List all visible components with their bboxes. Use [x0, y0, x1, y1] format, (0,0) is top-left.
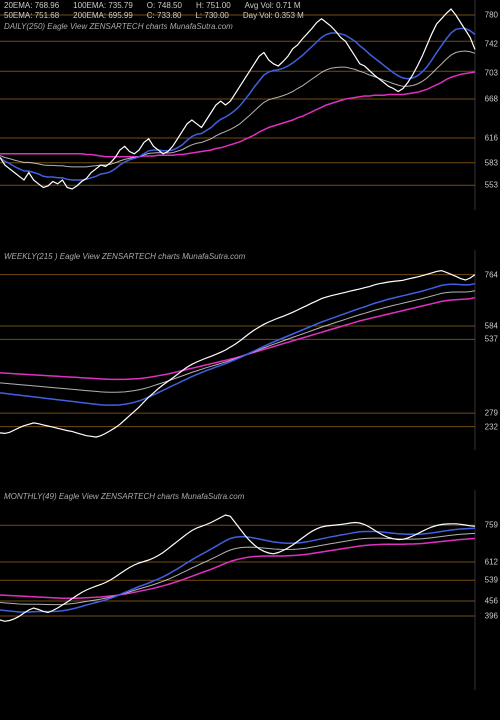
dayvol-stat: Day Vol: 0.353 M [243, 11, 304, 20]
low-stat: L: 730.00 [195, 11, 228, 20]
y-axis-label: 668 [485, 95, 498, 104]
y-axis-label: 764 [485, 270, 498, 279]
daily-chart-title: DAILY(250) Eagle View ZENSARTECH charts … [4, 22, 233, 31]
y-axis-label: 612 [485, 558, 498, 567]
y-axis-label: 539 [485, 576, 498, 585]
y-axis-label: 759 [485, 521, 498, 530]
y-axis-label: 537 [485, 335, 498, 344]
daily-chart-panel: 20EMA: 768.96 100EMA: 735.79 O: 748.50 H… [0, 0, 500, 210]
y-axis-label: 456 [485, 597, 498, 606]
close-stat: C: 733.80 [147, 11, 182, 20]
y-axis-label: 616 [485, 134, 498, 143]
open-stat: O: 748.50 [147, 1, 182, 10]
monthly-chart-title: MONTHLY(49) Eagle View ZENSARTECH charts… [4, 492, 244, 501]
high-stat: H: 751.00 [196, 1, 231, 10]
chart-header-row1: 20EMA: 768.96 100EMA: 735.79 O: 748.50 H… [4, 1, 496, 10]
ema20-stat: 20EMA: 768.96 [4, 1, 59, 10]
ema50-stat: 50EMA: 751.68 [4, 11, 59, 20]
weekly-chart-panel: WEEKLY(215 ) Eagle View ZENSARTECH chart… [0, 250, 500, 450]
monthly-chart-panel: MONTHLY(49) Eagle View ZENSARTECH charts… [0, 490, 500, 690]
monthly-chart-svg [0, 490, 500, 690]
y-axis-label: 584 [485, 322, 498, 331]
y-axis-label: 232 [485, 422, 498, 431]
y-axis-label: 396 [485, 612, 498, 621]
y-axis-label: 553 [485, 181, 498, 190]
daily-chart-svg [0, 0, 500, 210]
avgvol-stat: Avg Vol: 0.71 M [245, 1, 301, 10]
y-axis-label: 703 [485, 68, 498, 77]
y-axis-label: 742 [485, 39, 498, 48]
y-axis-label: 583 [485, 158, 498, 167]
ema100-stat: 100EMA: 735.79 [73, 1, 133, 10]
weekly-chart-title: WEEKLY(215 ) Eagle View ZENSARTECH chart… [4, 252, 245, 261]
weekly-chart-svg [0, 250, 500, 450]
ema200-stat: 200EMA: 695.99 [73, 11, 133, 20]
y-axis-label: 279 [485, 409, 498, 418]
chart-header-row2: 50EMA: 751.68 200EMA: 695.99 C: 733.80 L… [4, 11, 496, 20]
